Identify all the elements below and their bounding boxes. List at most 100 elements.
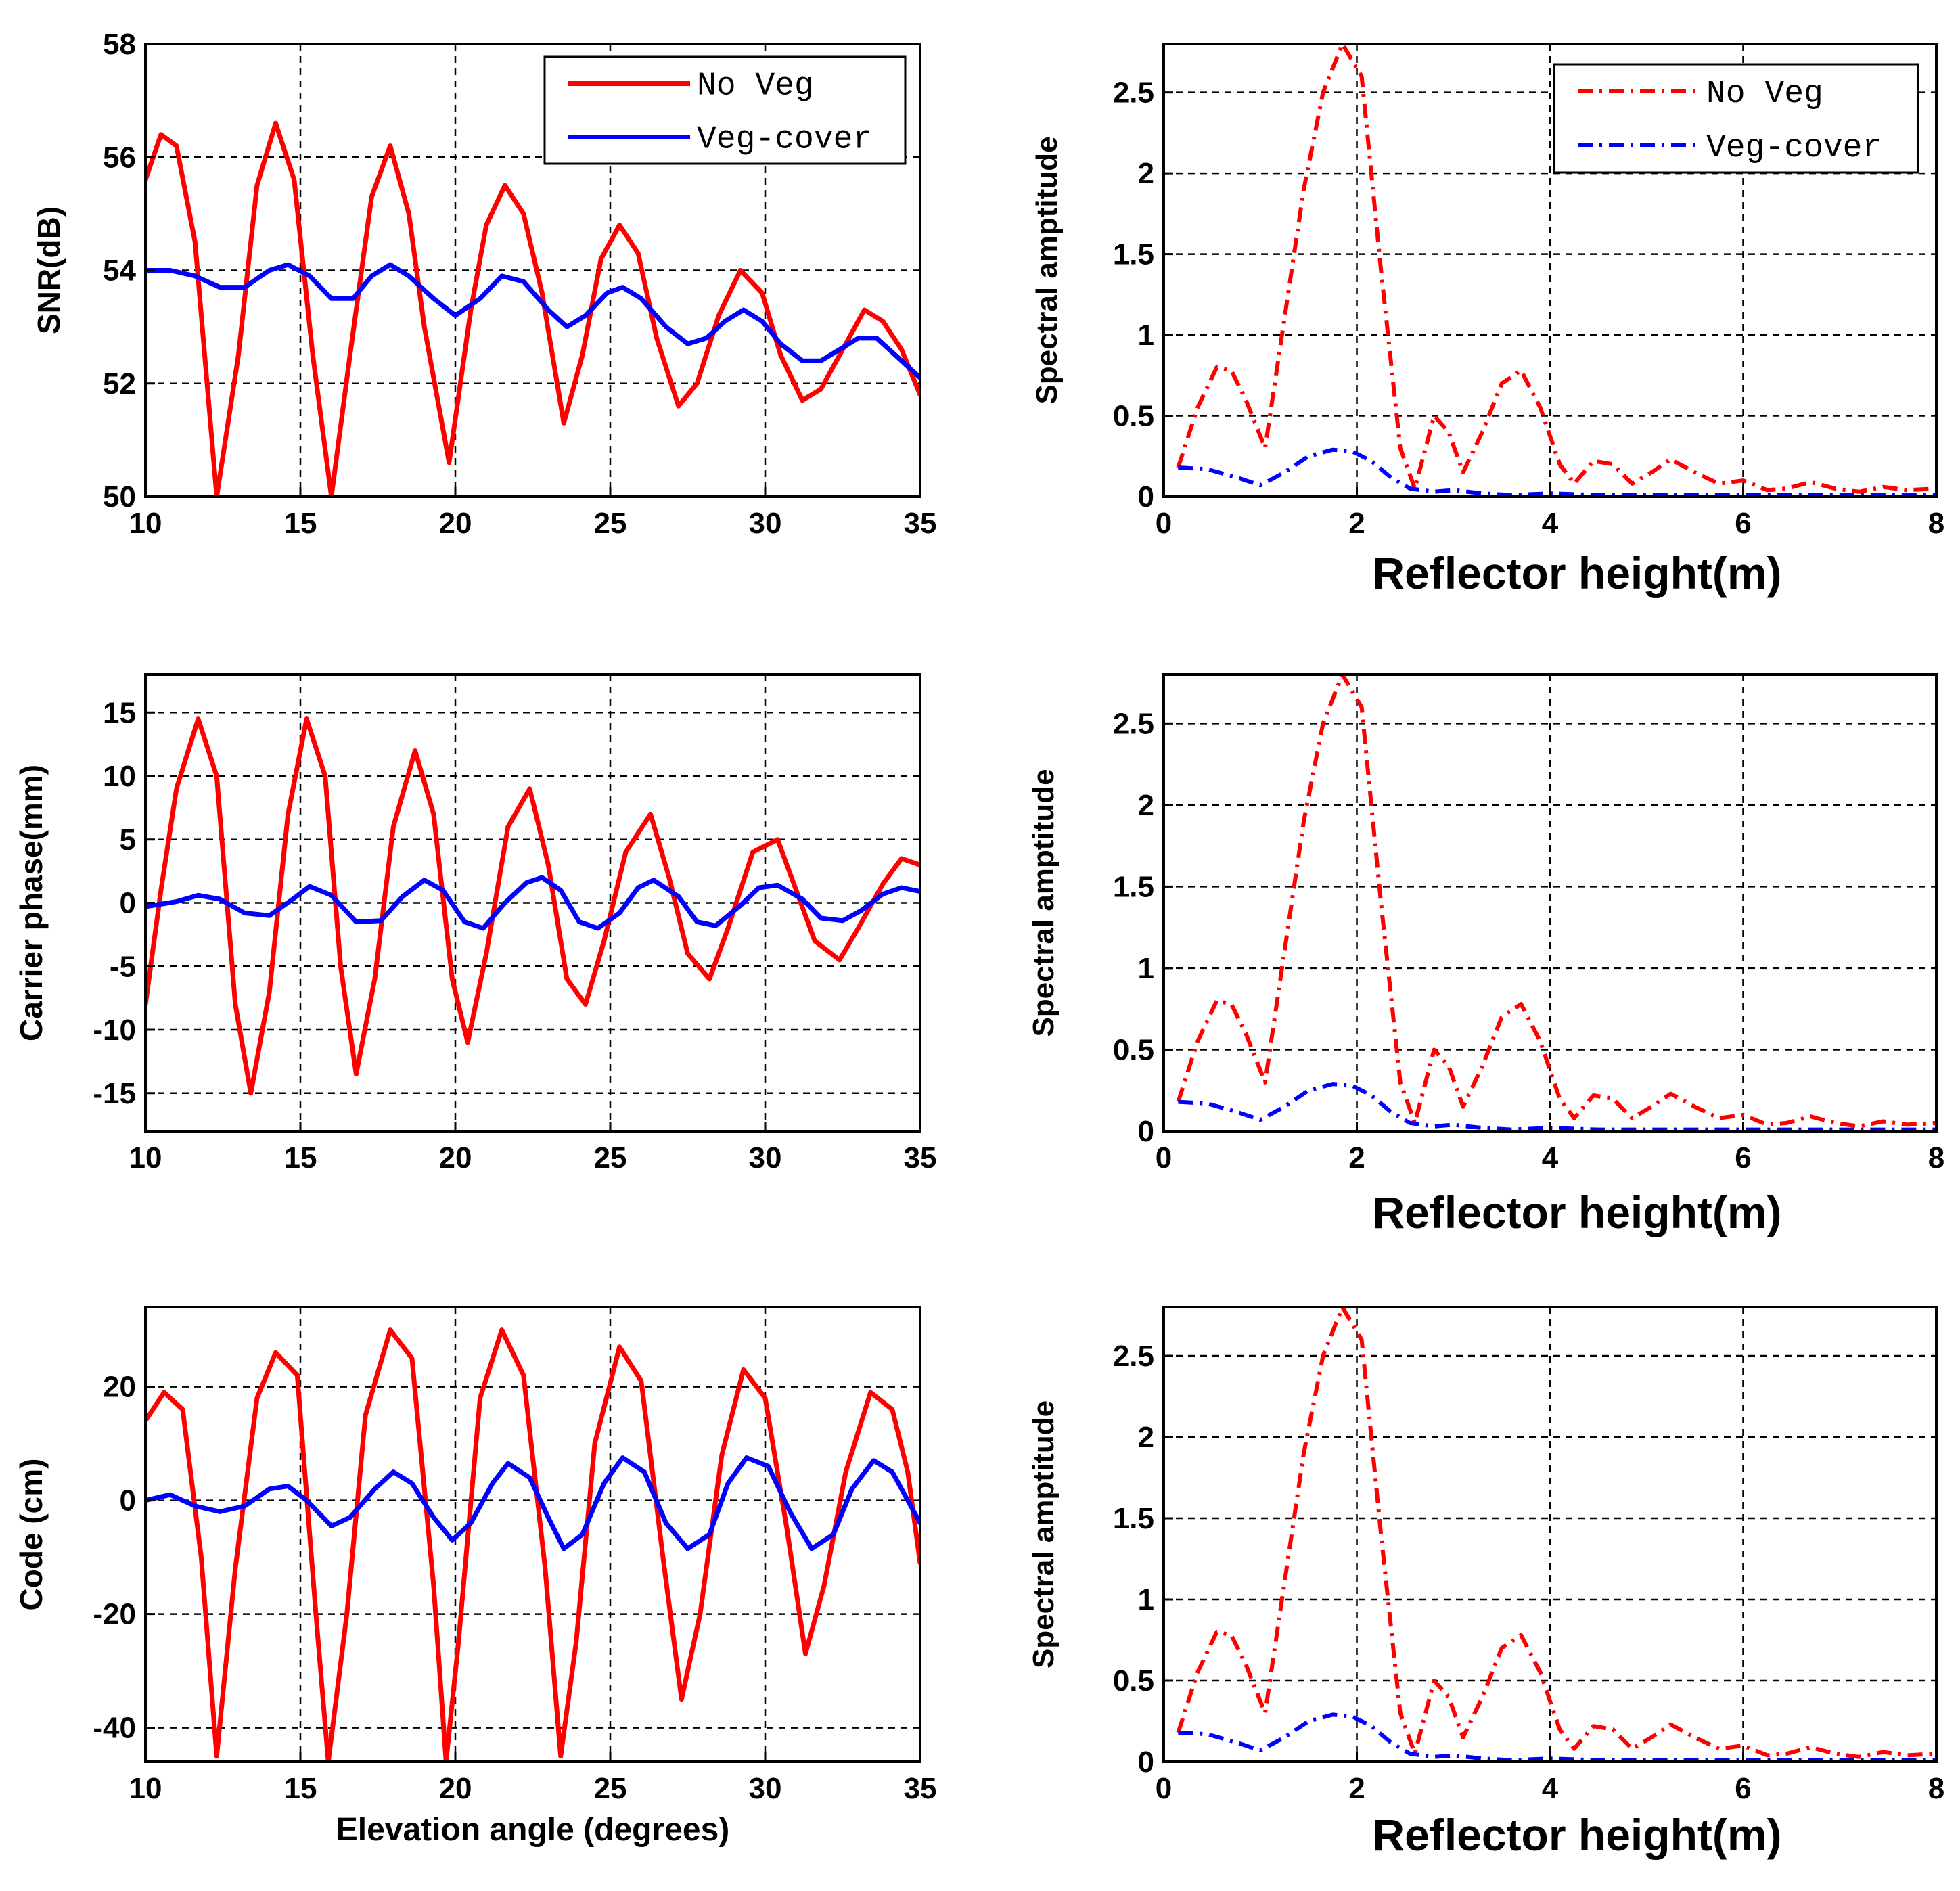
panel-code: 10 15 20 25 30 35 -40 -20 0 20 Code (cm) Elevation … (14, 1306, 937, 1848)
x-tick-label: 30 (749, 1141, 782, 1175)
x-tick-label: 25 (594, 1772, 627, 1805)
x-tick-label: 8 (1928, 1141, 1944, 1175)
y-tick-label: 2 (1138, 789, 1154, 822)
y-tick-label: 0 (120, 1484, 136, 1518)
x-tick-label: 0 (1156, 507, 1172, 540)
series-line-no-veg (145, 716, 920, 1096)
y-tick-label: 2.5 (1113, 76, 1154, 110)
x-tick-label: 4 (1542, 1772, 1559, 1805)
x-tick-label: 2 (1348, 507, 1365, 540)
y-tick-label: 0 (1138, 1746, 1154, 1779)
x-tick-label: 6 (1735, 1772, 1751, 1805)
x-tick-label: 35 (904, 1772, 937, 1805)
x-tick-label: 10 (129, 1772, 162, 1805)
y-axis-title: Spectral amptitude (1027, 769, 1060, 1036)
y-axis-title: Code (cm) (14, 1459, 49, 1611)
series-line-no-veg (145, 120, 920, 497)
y-axis-title: Carrier phase(mm) (14, 765, 49, 1041)
x-tick-label: 4 (1542, 1141, 1559, 1175)
x-tick-label: 6 (1735, 507, 1751, 540)
axes-frame (144, 1306, 921, 1763)
y-tick-label: -5 (110, 950, 136, 983)
series-line-veg-cover (145, 875, 920, 931)
x-tick-label: 10 (129, 507, 162, 540)
y-tick-label: 1 (1138, 319, 1154, 352)
y-tick-label: -15 (93, 1077, 136, 1110)
y-tick-label: 2 (1138, 157, 1154, 190)
x-tick-label: 10 (129, 1141, 162, 1175)
panel-snr: 10 15 20 25 30 35 50 52 54 56 58 SNR(dB) No Veg Veg-c… (31, 28, 936, 540)
y-tick-label: 56 (103, 141, 136, 174)
y-tick-label: 0 (1138, 1115, 1154, 1148)
x-tick-label: 8 (1928, 507, 1944, 540)
series-line-veg-cover (145, 262, 920, 380)
panel-spectrum-1: 0 2 4 6 8 0 0.5 1 1.5 2 2.5 Spectral amptitude Refle… (1030, 43, 1944, 598)
y-axis-title: Spectral amptitude (1030, 136, 1064, 404)
x-axis-title: Reflector height(m) (1372, 548, 1781, 598)
y-tick-label: 2.5 (1113, 707, 1154, 740)
series-line-veg-cover (1178, 447, 1936, 497)
series-line-veg-cover (1178, 1712, 1936, 1762)
series-line-veg-cover (145, 1455, 920, 1551)
x-tick-label: 20 (439, 1772, 472, 1805)
x-tick-label: 15 (284, 507, 317, 540)
x-axis-title: Elevation angle (degrees) (336, 1812, 730, 1848)
x-tick-label: 15 (284, 1772, 317, 1805)
x-tick-label: 35 (904, 507, 937, 540)
x-tick-label: 2 (1348, 1772, 1365, 1805)
y-tick-label: 0 (120, 887, 136, 920)
legend-label: No Veg (1706, 76, 1823, 112)
panel-spectrum-2: 0 2 4 6 8 0 0.5 1 1.5 2 2.5 Spectral amptitude Refle… (1027, 673, 1944, 1237)
x-tick-label: 30 (749, 507, 782, 540)
x-axis-title: Reflector height(m) (1372, 1187, 1781, 1237)
series-line-no-veg (1176, 44, 1936, 494)
legend-label: Veg-cover (1706, 130, 1882, 166)
axes-frame (1162, 1306, 1938, 1763)
y-tick-label: 0.5 (1113, 1033, 1154, 1066)
y-tick-label: 1.5 (1113, 870, 1154, 903)
y-tick-label: 50 (103, 480, 136, 514)
x-tick-label: 15 (284, 1141, 317, 1175)
x-tick-label: 8 (1928, 1772, 1944, 1805)
y-tick-label: 15 (103, 696, 136, 729)
x-tick-label: 4 (1542, 507, 1559, 540)
legend-box (1553, 63, 1919, 174)
series-line-no-veg (145, 1327, 920, 1762)
y-tick-label: 58 (103, 28, 136, 61)
y-tick-label: 54 (103, 254, 136, 288)
series-line-veg-cover (1178, 1082, 1936, 1131)
y-tick-label: 0.5 (1113, 1664, 1154, 1698)
y-tick-label: 1 (1138, 952, 1154, 985)
y-tick-label: -40 (93, 1712, 136, 1745)
y-axis-title: SNR(dB) (31, 206, 66, 334)
x-axis-title: Reflector height(m) (1372, 1810, 1781, 1860)
axes-frame (1162, 673, 1938, 1133)
x-tick-label: 0 (1156, 1772, 1172, 1805)
x-tick-label: 25 (594, 1141, 627, 1175)
panel-spectrum-3: 0 2 4 6 8 0 0.5 1 1.5 2 2.5 Spectral amptitude Refle… (1027, 1306, 1944, 1860)
y-tick-label: 0 (1138, 480, 1154, 514)
legend-label: No Veg (697, 68, 814, 105)
legend-box (543, 55, 907, 165)
x-tick-label: 35 (904, 1141, 937, 1175)
y-tick-label: 52 (103, 367, 136, 401)
y-tick-label: 2 (1138, 1421, 1154, 1454)
y-tick-label: 1 (1138, 1583, 1154, 1616)
x-tick-label: 2 (1348, 1141, 1365, 1175)
series-line-no-veg (1176, 675, 1936, 1129)
x-tick-label: 6 (1735, 1141, 1751, 1175)
x-tick-label: 20 (439, 1141, 472, 1175)
legend-label: Veg-cover (697, 122, 872, 158)
y-tick-label: 10 (103, 760, 136, 793)
y-tick-label: -10 (93, 1013, 136, 1047)
y-tick-label: 1.5 (1113, 238, 1154, 271)
panel-phase: 10 15 20 25 30 35 -15 -10 -5 0 5 10 15 Carrier phase(… (14, 673, 937, 1175)
y-axis-title: Spectral amptitude (1027, 1400, 1060, 1668)
series-line-no-veg (1176, 1307, 1936, 1759)
y-tick-label: 5 (120, 823, 136, 857)
x-tick-label: 25 (594, 507, 627, 540)
y-tick-label: 2.5 (1113, 1340, 1154, 1373)
y-tick-label: -20 (93, 1598, 136, 1631)
legend: No Veg Veg-cover (1553, 63, 1919, 174)
